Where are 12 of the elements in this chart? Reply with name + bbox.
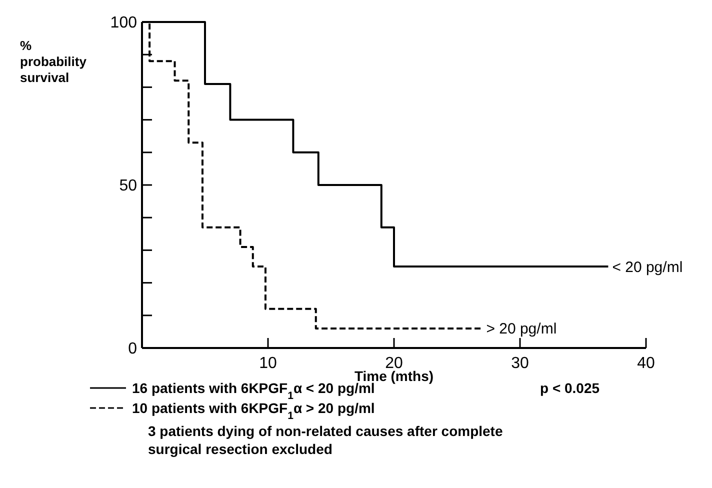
text: 3 patients dying of non-related causes after complete surgical resection excluded [148,423,503,457]
annotation: < 20 pg/ml [612,258,683,276]
y-tick-label: 0 [128,340,138,358]
legend-label: 10 patients with 6KPGF$_{1}$α > 20 pg/ml [132,400,375,422]
annotation: > 20 pg/ml [486,320,557,338]
x-tick-label: 10 [259,355,277,372]
y-tick-label: 100 [110,14,138,32]
y-axis-title: % probability survival [20,38,88,85]
x-tick-label: 30 [511,355,529,372]
text: p < 0.025 [540,380,600,396]
y-tick-label: 50 [119,178,138,195]
x-tick-label: 40 [637,355,655,372]
